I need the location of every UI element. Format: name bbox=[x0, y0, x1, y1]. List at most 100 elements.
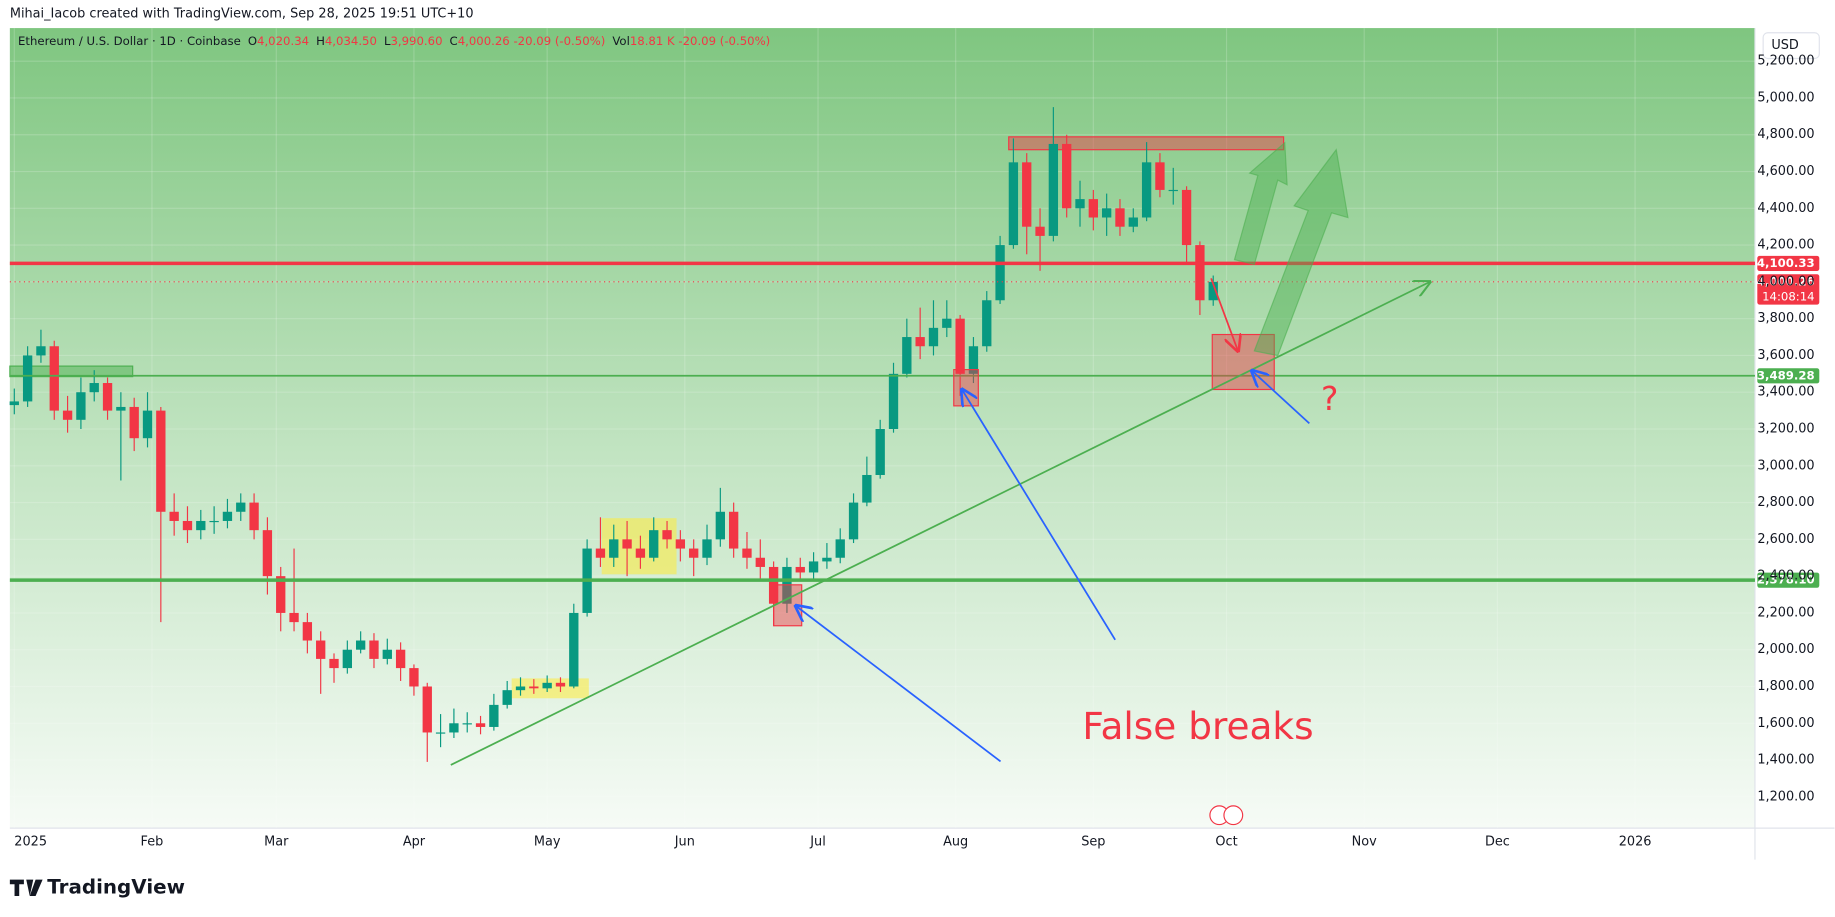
projection-arrow bbox=[1233, 141, 1288, 266]
x-tick-label: Sep bbox=[1081, 835, 1105, 850]
candle-body bbox=[968, 346, 979, 374]
arrow bbox=[1252, 371, 1310, 425]
candle-body bbox=[1062, 143, 1072, 209]
candle-body bbox=[1208, 281, 1218, 301]
candle-body bbox=[276, 576, 286, 613]
y-tick-label: 1,800.00 bbox=[1757, 679, 1814, 694]
candle-body bbox=[635, 548, 646, 558]
x-tick-label: Mar bbox=[264, 835, 289, 850]
candle-body bbox=[76, 392, 86, 420]
candle-body bbox=[1168, 189, 1178, 192]
candle-body bbox=[689, 548, 699, 558]
candle-body bbox=[62, 410, 73, 420]
y-tick-label: 4,800.00 bbox=[1757, 127, 1814, 142]
legend-value: 18.81 K -20.09 (-0.50%) bbox=[630, 33, 770, 47]
x-tick-label: May bbox=[534, 835, 561, 850]
candle-body bbox=[289, 612, 299, 623]
candle-body bbox=[182, 520, 193, 531]
candle-body bbox=[702, 539, 712, 558]
y-tick-label: 1,400.00 bbox=[1757, 753, 1814, 768]
y-tick-label: 4,200.00 bbox=[1757, 238, 1814, 253]
x-tick-label: Feb bbox=[141, 835, 164, 850]
candle-body bbox=[342, 649, 352, 669]
trend-line bbox=[450, 282, 1430, 766]
currency-label[interactable]: USD bbox=[1771, 38, 1799, 53]
candle-body bbox=[915, 337, 925, 347]
header-text: Mihai_Iacob created with TradingView.com… bbox=[10, 7, 474, 22]
legend-value: 3,990.60 bbox=[390, 33, 442, 47]
candle-body bbox=[222, 511, 233, 521]
x-tick-label: 2026 bbox=[1619, 835, 1652, 850]
price-label-box bbox=[1757, 274, 1820, 305]
x-tick-label: Jun bbox=[674, 835, 695, 850]
candle-body bbox=[555, 682, 566, 687]
legend-key: C bbox=[450, 33, 458, 47]
candle-body bbox=[462, 723, 472, 725]
legend-key: H bbox=[316, 33, 325, 47]
price-levels: 4,100.33 4,000.26 14:08:14 3,489.28 2,378.10 bbox=[9, 255, 1820, 588]
annotation: ? bbox=[1321, 380, 1338, 418]
y-tick-label: 2,600.00 bbox=[1757, 532, 1814, 547]
candle-body bbox=[435, 732, 446, 734]
y-tick-label: 3,800.00 bbox=[1757, 311, 1814, 326]
candle-body bbox=[942, 318, 952, 328]
candle-body bbox=[1128, 217, 1138, 227]
candle-body bbox=[355, 640, 366, 650]
arrow bbox=[962, 389, 1116, 641]
candle-body bbox=[1115, 208, 1125, 227]
candle-body bbox=[382, 649, 392, 659]
candle-body bbox=[1048, 143, 1059, 236]
y-tick-label: 3,200.00 bbox=[1757, 422, 1814, 437]
candle-body bbox=[902, 337, 912, 374]
candle-body bbox=[622, 539, 632, 549]
candle-body bbox=[1075, 199, 1085, 209]
candle-body bbox=[609, 539, 619, 558]
candle-body bbox=[875, 429, 885, 475]
price-label-box bbox=[1757, 255, 1820, 272]
candle-body bbox=[129, 406, 139, 439]
currency-button[interactable] bbox=[1762, 32, 1820, 60]
candle-body bbox=[675, 539, 686, 549]
zone-box bbox=[773, 584, 803, 627]
x-tick-label: 2025 bbox=[14, 835, 47, 850]
y-tick-label: 2,200.00 bbox=[1757, 605, 1814, 620]
candle-body bbox=[995, 245, 1005, 301]
arrow bbox=[796, 606, 1002, 763]
candle-body bbox=[249, 502, 259, 531]
candle-body bbox=[196, 520, 206, 531]
footer-logo: TradingView bbox=[47, 875, 185, 898]
event-icon[interactable] bbox=[1223, 805, 1244, 826]
candle-body bbox=[862, 474, 872, 503]
y-tick-label: 3,000.00 bbox=[1757, 458, 1814, 473]
price-label: 3,489.28 bbox=[1757, 368, 1815, 382]
candle-body bbox=[822, 557, 832, 562]
candle-body bbox=[422, 686, 432, 733]
candle-body bbox=[395, 649, 406, 669]
y-tick-label: 4,400.00 bbox=[1757, 201, 1814, 216]
candle-body bbox=[1022, 162, 1032, 227]
candle-body bbox=[302, 622, 313, 641]
countdown: 14:08:14 bbox=[1762, 290, 1815, 304]
logo-mark bbox=[9, 879, 43, 896]
x-tick-label: Oct bbox=[1215, 835, 1237, 850]
y-tick-label: 1,600.00 bbox=[1757, 716, 1814, 731]
candle-body bbox=[236, 502, 246, 512]
price-label-box bbox=[1757, 572, 1820, 588]
candle-body bbox=[835, 539, 845, 558]
candle-body bbox=[102, 383, 113, 411]
candle-body bbox=[89, 383, 99, 393]
candle-body bbox=[649, 530, 659, 558]
candle-body bbox=[36, 346, 46, 356]
candle-body bbox=[955, 318, 965, 374]
y-tick-label: 2,800.00 bbox=[1757, 495, 1814, 510]
x-tick-label: Jul bbox=[809, 835, 826, 850]
y-tick-label: 2,000.00 bbox=[1757, 642, 1814, 657]
axes: 1,200.00 1,400.00 1,600.00 1,800.00 2,000.00… bbox=[14, 54, 1814, 850]
candle-body bbox=[449, 723, 459, 733]
legend-value: 4,000.26 -20.09 (-0.50%) bbox=[458, 33, 606, 47]
candle-body bbox=[369, 640, 379, 659]
legend-key: O bbox=[248, 33, 257, 47]
candle-body bbox=[595, 548, 606, 558]
